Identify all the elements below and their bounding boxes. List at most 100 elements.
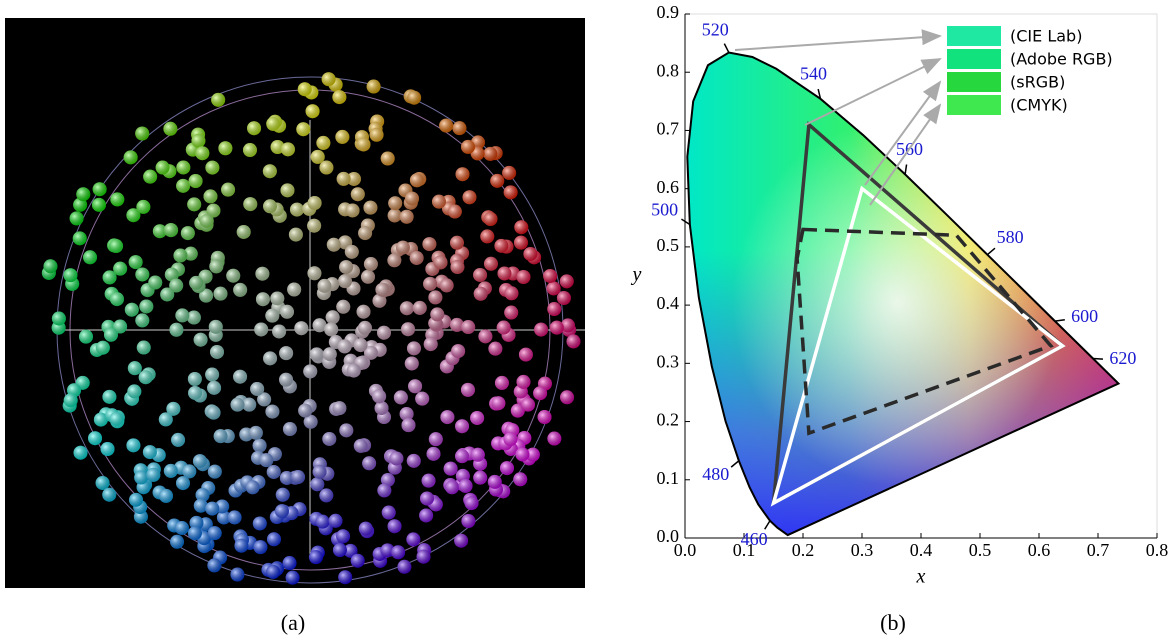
sphere — [192, 454, 207, 469]
sphere — [189, 275, 204, 290]
sphere — [169, 322, 184, 337]
sphere — [88, 431, 103, 446]
sphere — [443, 461, 458, 476]
sphere — [191, 133, 206, 148]
sphere — [514, 220, 529, 235]
sphere — [338, 570, 353, 585]
sphere-shade — [556, 290, 571, 305]
sphere-shade — [322, 431, 337, 446]
sphere-shade — [356, 304, 371, 319]
sphere-shade — [206, 203, 221, 218]
sphere-shade — [279, 372, 294, 387]
sphere — [510, 403, 525, 418]
sphere-shade — [213, 429, 228, 444]
sphere — [135, 126, 150, 141]
sphere-shade — [560, 390, 575, 405]
sphere — [129, 492, 144, 507]
sphere-shade — [534, 322, 549, 337]
sphere-shade — [503, 432, 518, 447]
sphere-shade — [296, 122, 311, 137]
sphere-shade — [483, 146, 498, 161]
sphere — [206, 405, 221, 420]
sphere-shade — [391, 545, 406, 560]
sphere-shade — [389, 451, 404, 466]
sphere-shade — [407, 90, 422, 105]
sphere — [353, 438, 368, 453]
sphere — [279, 346, 294, 361]
sphere — [473, 286, 488, 301]
sphere-shade — [138, 370, 153, 385]
sphere — [406, 532, 421, 547]
sphere-shade — [262, 164, 277, 179]
sphere — [316, 135, 331, 150]
sphere-shade — [110, 192, 125, 207]
sphere — [461, 514, 476, 529]
sphere-shade — [415, 391, 430, 406]
wavelength-tick — [723, 43, 730, 53]
sphere — [279, 470, 294, 485]
sphere-shade — [245, 480, 260, 495]
sphere — [159, 488, 174, 503]
sphere — [126, 438, 141, 453]
sphere-shade — [285, 570, 300, 585]
sphere-shade — [173, 248, 188, 263]
sphere — [230, 567, 245, 582]
sphere-shade — [454, 533, 469, 548]
sphere — [504, 305, 519, 320]
x-tick-label: 0.1 — [733, 540, 756, 560]
sphere-shade — [372, 293, 387, 308]
sphere — [227, 510, 242, 525]
sphere-shade — [337, 339, 352, 354]
sphere — [152, 224, 167, 239]
y-tick-label: 0.0 — [657, 526, 680, 546]
sphere — [173, 248, 188, 263]
sphere — [102, 270, 117, 285]
sphere-shade — [328, 513, 343, 528]
sphere-shade — [266, 532, 281, 547]
sphere — [416, 549, 431, 564]
sphere — [491, 396, 506, 411]
sphere-shade — [163, 463, 178, 478]
sphere-shade — [307, 196, 322, 211]
sphere-shade — [363, 200, 378, 215]
sphere-shade — [170, 534, 185, 549]
sphere-shade — [254, 322, 269, 337]
sphere — [175, 476, 190, 491]
legend-swatch — [947, 72, 1001, 92]
sphere-shade — [358, 521, 373, 536]
sphere-shade — [377, 483, 392, 498]
sphere — [534, 322, 549, 337]
sphere-shade — [282, 422, 297, 437]
wavelength-label: 540 — [800, 64, 827, 84]
sphere — [103, 327, 118, 342]
sphere-shade — [159, 488, 174, 503]
pointer-arrow — [864, 80, 942, 186]
sphere — [236, 224, 251, 239]
sphere-shade — [462, 190, 477, 205]
sphere — [516, 270, 531, 285]
sphere — [308, 550, 323, 565]
sphere — [135, 267, 150, 282]
sphere-shade — [440, 410, 455, 425]
sphere — [399, 301, 414, 316]
sphere-shade — [43, 259, 58, 274]
sphere-shade — [171, 432, 186, 447]
sphere — [242, 397, 257, 412]
sphere-shade — [431, 194, 446, 209]
sphere — [455, 449, 470, 464]
sphere — [262, 164, 277, 179]
sphere-shade — [280, 304, 295, 319]
sphere-shade — [126, 208, 141, 223]
sphere-shade — [189, 515, 204, 530]
sphere — [280, 142, 295, 157]
sphere — [339, 423, 354, 438]
y-tick-label: 0.2 — [657, 410, 680, 430]
sphere — [406, 453, 421, 468]
sphere-shade — [504, 286, 519, 301]
sphere — [346, 171, 361, 186]
sphere — [422, 237, 437, 252]
sphere — [136, 199, 151, 214]
sphere-shade — [169, 322, 184, 337]
sphere — [207, 464, 222, 479]
sphere-shade — [452, 121, 467, 136]
